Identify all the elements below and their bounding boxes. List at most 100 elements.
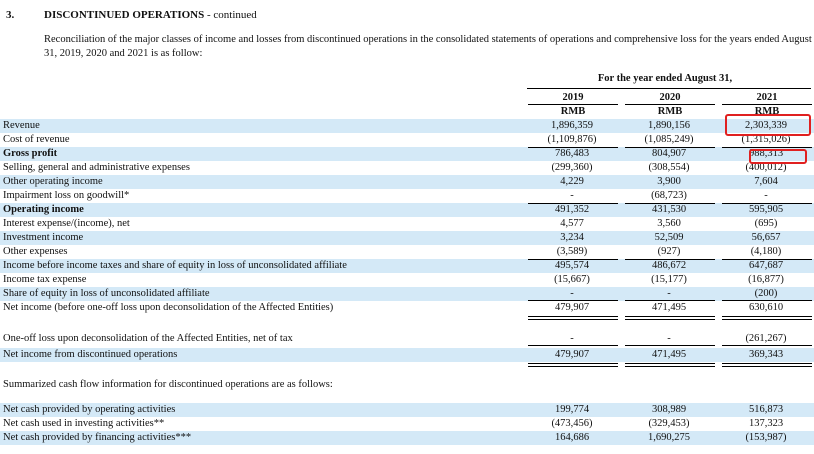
- table-row: Gross profit 786,483 804,907 988,313: [0, 147, 814, 161]
- table-row: Net cash provided by operating activitie…: [0, 403, 814, 417]
- year-2021: 2021: [756, 92, 778, 103]
- year-rule-2021: [722, 104, 812, 105]
- row-label: Other operating income: [3, 176, 103, 187]
- row-value-2021: (16,877): [748, 274, 784, 285]
- row-value-2020: (15,177): [651, 274, 687, 285]
- row-value-2021: (200): [754, 288, 778, 299]
- table-row: Other expenses (3,589) (927) (4,180): [0, 245, 814, 259]
- year-rule-2019: [528, 104, 618, 105]
- row-value-2020: 486,672: [651, 260, 687, 271]
- unit-2019: RMB: [560, 106, 586, 117]
- rule-net-before-2019: [528, 300, 618, 301]
- row-value-2021: (4,180): [750, 246, 782, 257]
- row-label: Revenue: [3, 120, 40, 131]
- row-label: Interest expense/(income), net: [3, 218, 130, 229]
- rule-gross-profit-2019: [528, 147, 618, 148]
- dline-net-before-2021: [722, 316, 812, 320]
- row-label: One-off loss upon deconsolidation of the…: [3, 333, 293, 344]
- rule-pretax-2021: [722, 259, 812, 260]
- row-label: Net cash provided by financing activitie…: [3, 432, 192, 443]
- table-row: Net income (before one-off loss upon dec…: [0, 301, 814, 315]
- row-value-2021: 7,604: [754, 176, 778, 187]
- row-value-2021: 988,313: [748, 148, 784, 159]
- highlight-revenue-2021: [725, 114, 811, 136]
- row-value-2020: 1,890,156: [648, 120, 690, 131]
- row-value-2021: 595,905: [748, 204, 784, 215]
- unit-2021: RMB: [754, 106, 780, 117]
- period-header: For the year ended August 31,: [597, 73, 733, 84]
- row-value-2021: (400,012): [745, 162, 787, 173]
- row-value-2019: 786,483: [554, 148, 590, 159]
- row-value-2021: -: [764, 190, 768, 201]
- rule-pretax-2020: [625, 259, 715, 260]
- row-label: Share of equity in loss of unconsolidate…: [3, 288, 210, 299]
- rule-op-income-2019: [528, 203, 618, 204]
- rule-gross-profit-2020: [625, 147, 715, 148]
- row-label: Gross profit: [3, 148, 58, 159]
- rule-net-before-2020: [625, 300, 715, 301]
- period-rule: [527, 88, 811, 89]
- row-value-2020: (308,554): [648, 162, 690, 173]
- row-label: Net cash used in investing activities**: [3, 418, 165, 429]
- row-value-2021: 630,610: [748, 302, 784, 313]
- table-row: Operating income 491,352 431,530 595,905: [0, 203, 814, 217]
- row-value-2020: (927): [657, 246, 681, 257]
- row-label: Operating income: [3, 204, 84, 215]
- dline-net-disc-2021: [722, 363, 812, 367]
- table-row: Other operating income 4,229 3,900 7,604: [0, 175, 814, 189]
- row-value-2021: 2,303,339: [745, 120, 787, 131]
- row-value-2019: -: [570, 333, 574, 344]
- table-row: Income before income taxes and share of …: [0, 259, 814, 273]
- row-value-2019: 3,234: [560, 232, 584, 243]
- row-value-2021: 137,323: [748, 418, 784, 429]
- highlight-gross-profit-2021: [749, 149, 807, 164]
- rule-pretax-2019: [528, 259, 618, 260]
- row-label: Selling, general and administrative expe…: [3, 162, 190, 173]
- row-label: Impairment loss on goodwill*: [3, 190, 130, 201]
- row-value-2020: 3,560: [657, 218, 681, 229]
- dline-net-disc-2020: [625, 363, 715, 367]
- row-value-2021: (261,267): [745, 333, 787, 344]
- row-label: Cost of revenue: [3, 134, 70, 145]
- row-value-2020: 471,495: [651, 349, 687, 360]
- table-row: Share of equity in loss of unconsolidate…: [0, 287, 814, 301]
- table-row: Net income from discontinued operations 4…: [0, 348, 814, 362]
- row-value-2019: 164,686: [554, 432, 590, 443]
- row-value-2020: 471,495: [651, 302, 687, 313]
- cashflow-intro: Summarized cash flow information for dis…: [3, 379, 333, 390]
- row-value-2020: 431,530: [651, 204, 687, 215]
- section-title-main: DISCONTINUED OPERATIONS: [44, 9, 205, 21]
- row-value-2021: (153,987): [745, 432, 787, 443]
- section-title: DISCONTINUED OPERATIONS - continued: [44, 9, 257, 21]
- row-value-2020: -: [667, 333, 671, 344]
- dline-net-disc-2019: [528, 363, 618, 367]
- row-value-2019: -: [570, 288, 574, 299]
- row-value-2019: 4,229: [560, 176, 584, 187]
- row-label: Investment income: [3, 232, 84, 243]
- table-row: One-off loss upon deconsolidation of the…: [0, 332, 814, 346]
- row-label: Net income from discontinued operations: [3, 349, 178, 360]
- table-row: Income tax expense (15,667) (15,177) (16,87…: [0, 273, 814, 287]
- year-2019: 2019: [562, 92, 584, 103]
- rule-gross-profit-2021: [722, 147, 812, 148]
- table-row: Revenue 1,896,359 1,890,156 2,303,339: [0, 119, 814, 133]
- table-row: Net cash used in investing activities** (…: [0, 417, 814, 431]
- rule-oneoff-2019: [528, 345, 618, 346]
- row-value-2019: (299,360): [551, 162, 593, 173]
- row-value-2021: 516,873: [748, 404, 784, 415]
- row-value-2021: 56,657: [751, 232, 781, 243]
- row-value-2019: 479,907: [554, 349, 590, 360]
- row-value-2020: 3,900: [657, 176, 681, 187]
- row-value-2020: 1,690,275: [648, 432, 690, 443]
- row-value-2021: 647,687: [748, 260, 784, 271]
- table-row: Net cash provided by financing activitie…: [0, 431, 814, 445]
- row-value-2020: (329,453): [648, 418, 690, 429]
- row-value-2019: (1,109,876): [547, 134, 597, 145]
- row-label: Income tax expense: [3, 274, 87, 285]
- row-value-2019: 4,577: [560, 218, 584, 229]
- row-value-2019: 479,907: [554, 302, 590, 313]
- row-value-2019: 495,574: [554, 260, 590, 271]
- rule-op-income-2020: [625, 203, 715, 204]
- rule-net-before-2021: [722, 300, 812, 301]
- row-label: Other expenses: [3, 246, 68, 257]
